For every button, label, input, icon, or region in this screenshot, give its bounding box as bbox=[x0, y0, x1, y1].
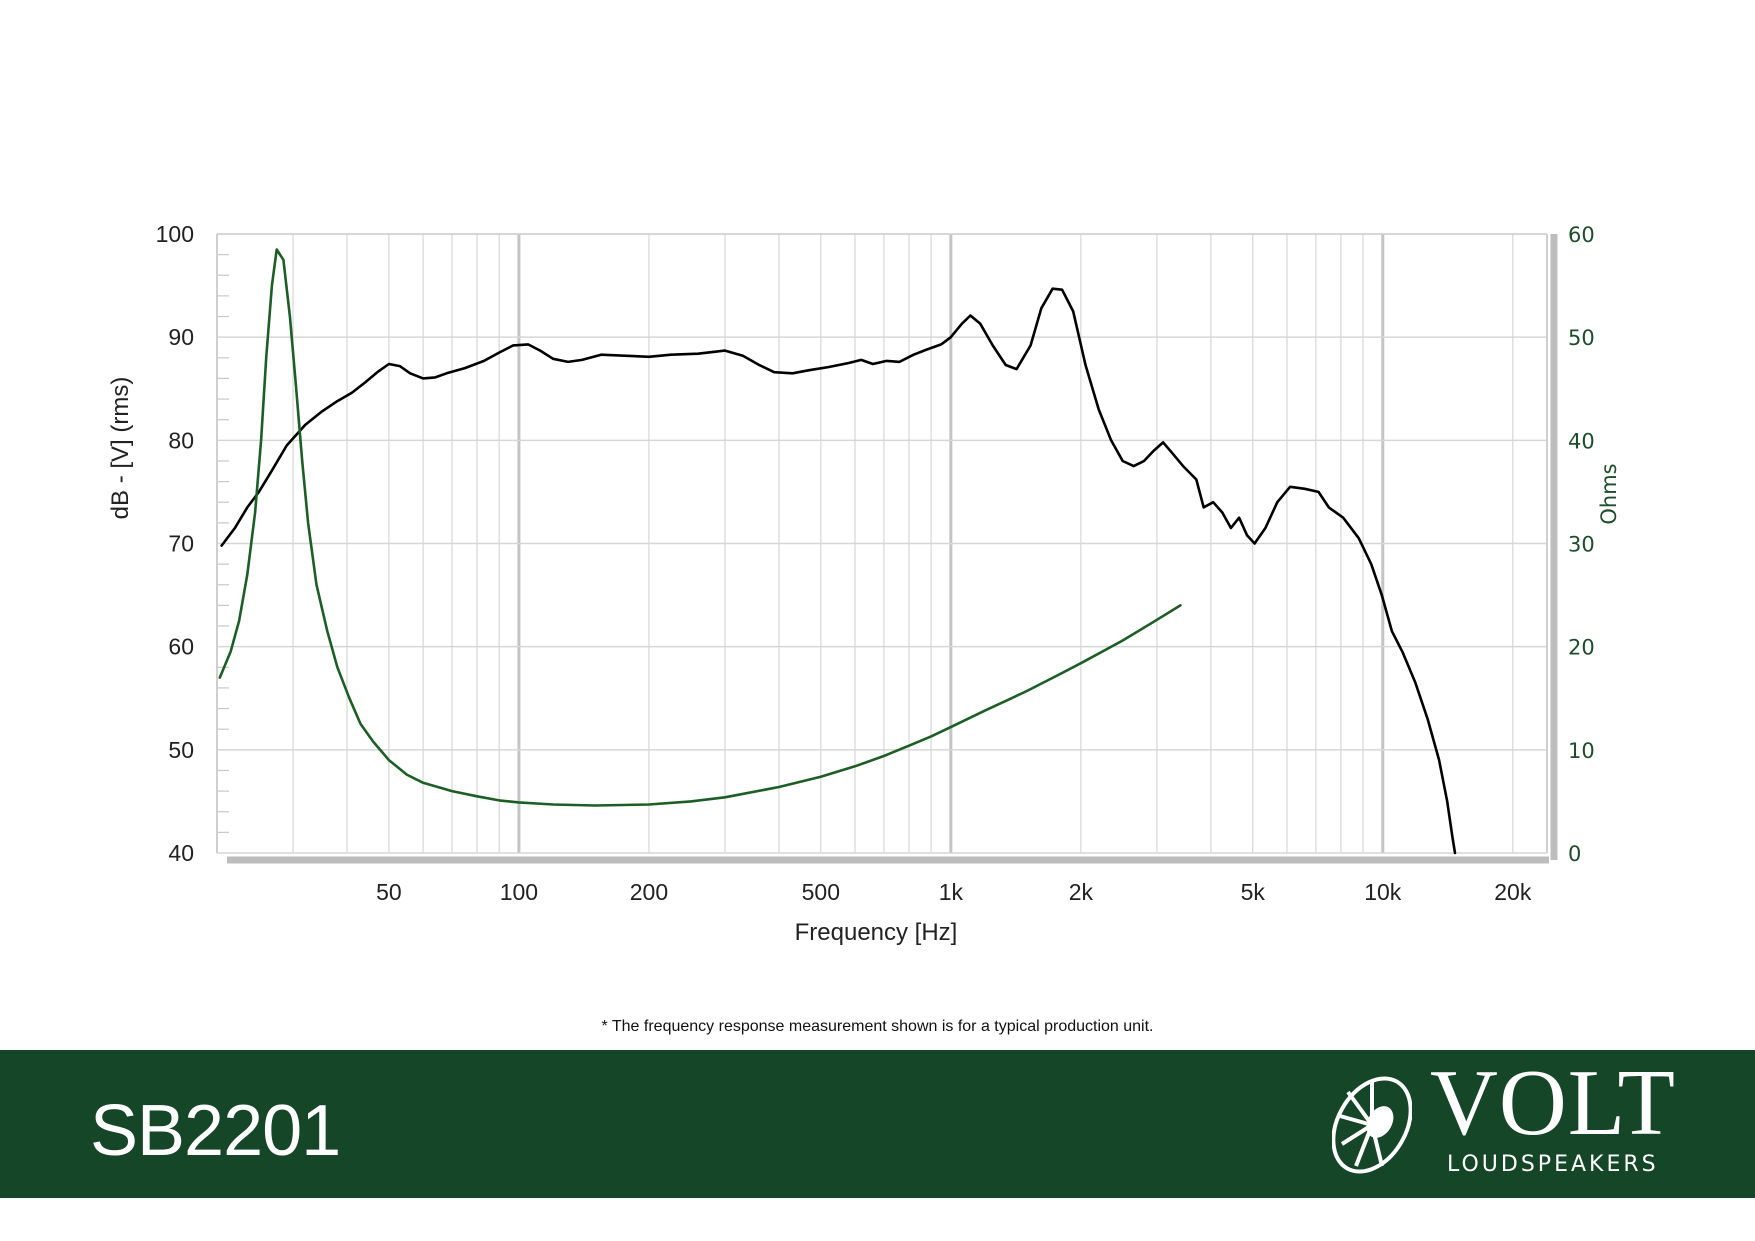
y-tick-label: 50 bbox=[168, 737, 194, 763]
y-tick-label: 60 bbox=[168, 634, 194, 660]
x-tick-label: 2k bbox=[1069, 879, 1094, 905]
data-series bbox=[218, 248, 1457, 855]
y2-axis-title: Ohms bbox=[1597, 463, 1621, 524]
footer-bar: SB2201 VOLT LOUDSPEAKERS bbox=[0, 1050, 1755, 1198]
y2-tick-label: 60 bbox=[1568, 223, 1595, 247]
y-tick-label: 70 bbox=[168, 531, 194, 557]
x-tick-label: 100 bbox=[500, 879, 538, 905]
y2-tick-label: 20 bbox=[1568, 636, 1595, 660]
y-tick-label: 80 bbox=[168, 427, 194, 453]
y2-tick-label: 50 bbox=[1568, 326, 1595, 350]
y2-tick-label: 10 bbox=[1568, 739, 1595, 763]
x-tick-label: 5k bbox=[1241, 879, 1266, 905]
volt-speaker-logo-icon bbox=[1332, 1076, 1412, 1174]
x-tick-label: 500 bbox=[802, 879, 840, 905]
y2-tick-label: 0 bbox=[1568, 842, 1581, 866]
x-axis-title: Frequency [Hz] bbox=[795, 919, 958, 946]
impedance-curve bbox=[218, 248, 1182, 807]
brand-name: VOLT bbox=[1430, 1051, 1676, 1155]
x-tick-label: 20k bbox=[1494, 879, 1532, 905]
x-tick-label: 1k bbox=[939, 879, 964, 905]
frequency-response-curve bbox=[220, 287, 1457, 855]
grid-lines bbox=[216, 233, 1547, 854]
x-tick-label: 10k bbox=[1364, 879, 1402, 905]
y-tick-label: 40 bbox=[168, 840, 194, 866]
y-tick-label: 90 bbox=[168, 324, 194, 350]
brand-subtitle: LOUDSPEAKERS bbox=[1447, 1152, 1659, 1177]
x-tick-label: 200 bbox=[630, 879, 668, 905]
frequency-response-chart: 50 100 200 500 1k 2k 5k 10k 20k 40 50 60 70 80 90 100 0 1… bbox=[107, 221, 1621, 946]
tick-labels: 50 100 200 500 1k 2k 5k 10k 20k 40 50 60 70 80 90 100 0 1… bbox=[156, 221, 1595, 905]
plot-frame bbox=[216, 233, 1558, 864]
y2-tick-label: 30 bbox=[1568, 533, 1595, 557]
footnote: * The frequency response measurement sho… bbox=[601, 1018, 1154, 1035]
y2-tick-label: 40 bbox=[1568, 429, 1595, 453]
y-axis-title: dB - [V] (rms) bbox=[107, 377, 134, 520]
y-tick-label: 100 bbox=[156, 221, 194, 247]
model-name: SB2201 bbox=[90, 1091, 341, 1171]
x-tick-label: 50 bbox=[376, 879, 402, 905]
